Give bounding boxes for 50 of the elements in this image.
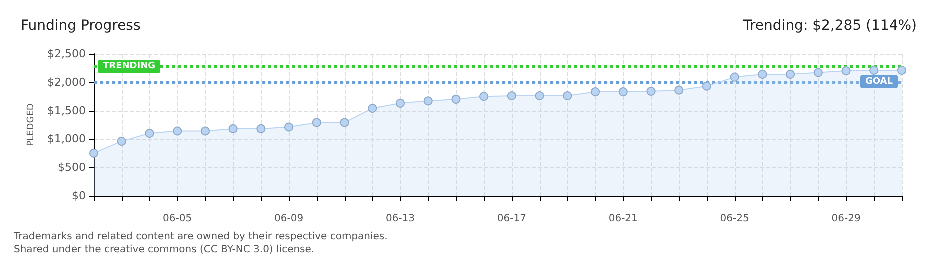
y-tick-label: $2,000 [48,76,86,89]
point [200,126,210,136]
point [312,118,322,128]
point [535,92,544,101]
point [618,88,628,97]
point [145,129,154,138]
point [842,66,851,76]
y-tick-label: $1,000 [48,132,86,146]
point [368,104,378,114]
point [452,94,461,104]
point [674,86,684,95]
text: Trademarks and related content are owned by their respective companies. [13,232,388,242]
x-tick-label: 06-05 [163,214,192,224]
x-tick-label: 06-17 [497,214,526,224]
x-tick-label: 06-09 [274,214,304,224]
point [424,96,433,106]
point [898,66,906,75]
text: Shared under the creative commons (CC BY-NC 3.0) license. [14,244,315,256]
point [563,92,572,101]
y-tick-label: $500 [58,161,86,174]
text: Trending: $2,285 (114%) [742,18,918,34]
point [646,86,656,96]
point [396,98,405,108]
y-axis-title: PLEDGED [26,104,36,146]
point [173,126,182,136]
point [702,82,712,91]
point [284,122,294,132]
point [480,92,489,102]
y-tick-label: $0 [72,190,86,202]
point [117,136,126,146]
point [786,70,796,79]
y-tick-label: $2,500 [48,48,86,60]
point [591,88,600,97]
point [758,70,768,79]
point [507,92,516,101]
point [340,118,350,128]
y-tick-label: $1,500 [48,104,86,118]
point [256,124,266,134]
ref-line-label: TRENDING [103,62,156,72]
point [90,148,98,158]
x-tick-label: 06-29 [832,214,861,224]
ref-line-label: GOAL [866,76,894,87]
point [814,68,823,78]
x-tick-label: 06-13 [386,214,416,224]
point [730,72,740,82]
x-tick-label: 06-25 [720,214,750,224]
chart-title: Funding Progress [21,18,141,34]
point [870,66,879,75]
x-tick-label: 06-21 [608,214,638,224]
point [228,124,238,134]
